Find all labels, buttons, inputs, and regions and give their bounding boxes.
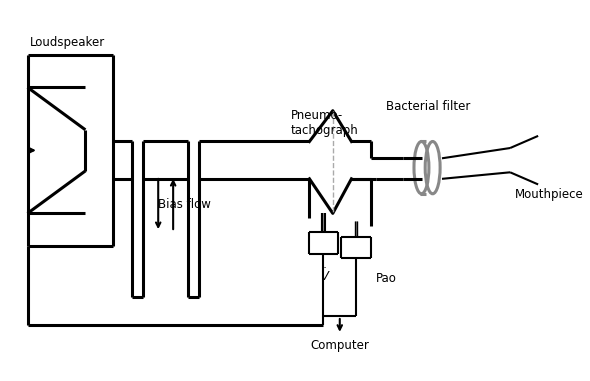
Text: Bias flow: Bias flow <box>158 197 211 211</box>
Text: Loudspeaker: Loudspeaker <box>30 36 104 49</box>
Text: $\dot{V}$: $\dot{V}$ <box>320 267 330 284</box>
Text: Bacterial filter: Bacterial filter <box>386 101 470 114</box>
Text: Mouthpiece: Mouthpiece <box>515 188 584 201</box>
Text: Pao: Pao <box>376 272 396 285</box>
Text: Computer: Computer <box>310 339 369 352</box>
Text: Pneumo-
tachograph: Pneumo- tachograph <box>291 109 359 137</box>
